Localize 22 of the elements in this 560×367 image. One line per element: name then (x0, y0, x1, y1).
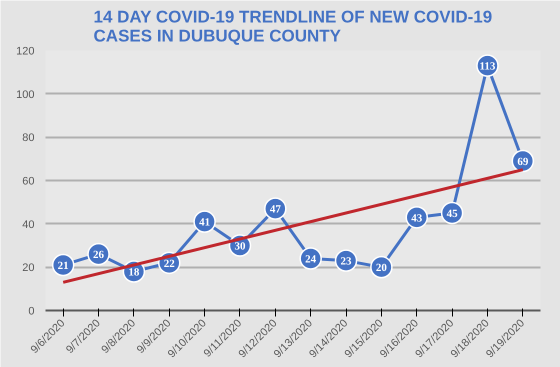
data-label: 69 (517, 156, 529, 168)
data-label: 22 (164, 258, 176, 270)
data-label: 45 (446, 208, 458, 220)
chart-title: 14 DAY COVID-19 TRENDLINE OF NEW COVID-19 CASES IN DUBUQUE COUNTY (94, 8, 492, 46)
data-label: 24 (305, 254, 317, 266)
y-tick-label: 80 (22, 132, 35, 144)
data-label: 30 (234, 240, 246, 252)
y-tick-label: 20 (22, 262, 35, 274)
data-label: 41 (199, 216, 210, 229)
y-tick-label: 40 (22, 218, 35, 231)
y-tick-label: 100 (16, 88, 35, 101)
data-label: 47 (270, 204, 282, 216)
data-label: 26 (93, 249, 105, 262)
y-tick-label: 60 (22, 176, 35, 188)
data-label: 20 (376, 262, 388, 274)
data-label: 18 (128, 266, 140, 278)
data-label: 23 (340, 256, 352, 268)
data-label: 21 (58, 260, 69, 272)
y-tick-label: 0 (28, 306, 35, 318)
y-tick-label: 120 (16, 46, 35, 58)
data-label: 43 (411, 212, 423, 224)
data-label: 113 (480, 60, 496, 73)
